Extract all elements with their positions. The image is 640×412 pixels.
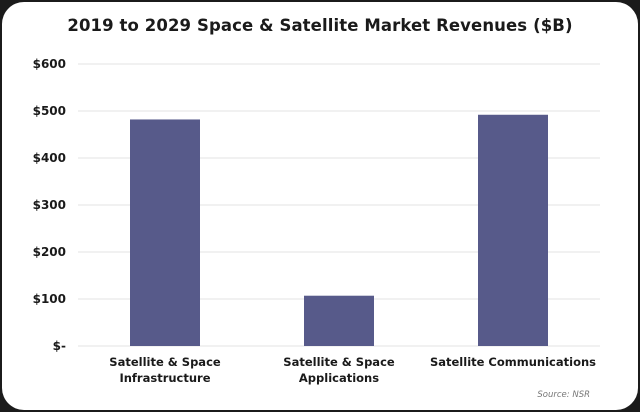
- y-tick-label: $500: [33, 104, 66, 118]
- y-tick-label: $200: [33, 245, 66, 259]
- x-tick-label: Satellite Communications: [430, 355, 596, 369]
- bar: [478, 114, 548, 346]
- y-tick-label: $100: [33, 292, 66, 306]
- y-tick-label: $600: [33, 57, 66, 71]
- y-tick-label: $300: [33, 198, 66, 212]
- source-note: Source: NSR: [537, 390, 590, 400]
- bar: [304, 295, 374, 346]
- bar: [130, 119, 200, 347]
- chart-title: 2019 to 2029 Space & Satellite Market Re…: [67, 16, 573, 35]
- x-tick-label: Satellite & Space Applications: [283, 355, 395, 385]
- y-tick-label: $400: [33, 151, 66, 165]
- x-tick-label: Satellite & Space Infrastructure: [109, 355, 221, 385]
- y-tick-label: $-: [53, 339, 66, 353]
